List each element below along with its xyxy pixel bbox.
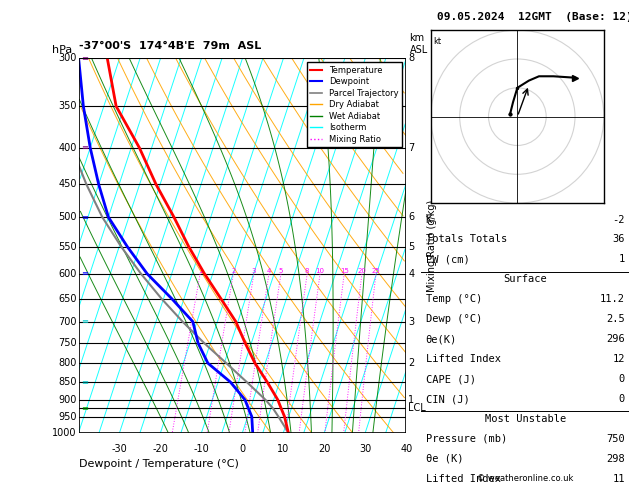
Text: Dewpoint / Temperature (°C): Dewpoint / Temperature (°C): [79, 459, 238, 469]
Text: 296: 296: [606, 334, 625, 344]
Text: 1: 1: [618, 254, 625, 264]
Text: © weatheronline.co.uk: © weatheronline.co.uk: [477, 474, 574, 483]
Text: 650: 650: [58, 294, 77, 304]
Text: 3: 3: [252, 268, 256, 274]
Text: 5: 5: [408, 242, 415, 252]
Text: km
ASL: km ASL: [409, 33, 428, 54]
Text: 550: 550: [58, 242, 77, 252]
Text: 400: 400: [58, 143, 77, 153]
Text: 4: 4: [408, 269, 415, 279]
Text: ≡: ≡: [81, 317, 87, 326]
Text: 10: 10: [316, 268, 325, 274]
Text: 300: 300: [58, 53, 77, 63]
Text: 36: 36: [613, 234, 625, 244]
Text: 4: 4: [267, 268, 271, 274]
Text: 2: 2: [231, 268, 235, 274]
Text: 10: 10: [277, 444, 289, 454]
Text: -20: -20: [153, 444, 169, 454]
Text: 09.05.2024  12GMT  (Base: 12): 09.05.2024 12GMT (Base: 12): [437, 12, 629, 22]
Text: kt: kt: [434, 37, 442, 46]
Text: 12: 12: [613, 354, 625, 364]
Text: 350: 350: [58, 101, 77, 111]
Text: 25: 25: [372, 268, 381, 274]
Text: 1: 1: [198, 268, 203, 274]
Text: 30: 30: [359, 444, 372, 454]
Text: 11: 11: [613, 474, 625, 484]
Text: 2.5: 2.5: [606, 314, 625, 324]
Text: -37°00'S  174°4B'E  79m  ASL: -37°00'S 174°4B'E 79m ASL: [79, 41, 261, 51]
Text: 7: 7: [408, 143, 415, 153]
Text: 20: 20: [357, 268, 366, 274]
Text: 8: 8: [408, 53, 415, 63]
Text: Pressure (mb): Pressure (mb): [426, 434, 507, 444]
Text: -30: -30: [112, 444, 128, 454]
Text: ≡: ≡: [81, 212, 87, 222]
Text: 1000: 1000: [52, 428, 77, 437]
Legend: Temperature, Dewpoint, Parcel Trajectory, Dry Adiabat, Wet Adiabat, Isotherm, Mi: Temperature, Dewpoint, Parcel Trajectory…: [307, 63, 402, 147]
Text: 700: 700: [58, 317, 77, 327]
Text: ≡: ≡: [81, 378, 87, 386]
Text: Temp (°C): Temp (°C): [426, 295, 482, 304]
Text: ≡: ≡: [81, 269, 87, 278]
Text: 0: 0: [618, 374, 625, 384]
Text: LCL: LCL: [408, 403, 426, 413]
Text: 11.2: 11.2: [600, 295, 625, 304]
Text: θe(K): θe(K): [426, 334, 457, 344]
Text: K: K: [426, 214, 432, 225]
Text: 800: 800: [58, 358, 77, 368]
Text: 6: 6: [408, 212, 415, 222]
Text: 40: 40: [400, 444, 413, 454]
Text: 3: 3: [408, 317, 415, 327]
Text: CIN (J): CIN (J): [426, 394, 469, 404]
Text: ≡: ≡: [81, 404, 87, 413]
Text: hPa: hPa: [52, 45, 73, 54]
Text: Surface: Surface: [503, 275, 547, 284]
Text: Lifted Index: Lifted Index: [426, 354, 501, 364]
Text: Dewp (°C): Dewp (°C): [426, 314, 482, 324]
Text: 0: 0: [240, 444, 245, 454]
Text: 0: 0: [618, 394, 625, 404]
Text: 1: 1: [408, 395, 415, 405]
Text: 2: 2: [408, 358, 415, 368]
Text: 20: 20: [318, 444, 331, 454]
Text: θe (K): θe (K): [426, 454, 463, 464]
Text: Mixing Ratio (g/kg): Mixing Ratio (g/kg): [428, 199, 438, 292]
Text: -2: -2: [613, 214, 625, 225]
Text: 750: 750: [58, 338, 77, 348]
Text: 5: 5: [279, 268, 283, 274]
Text: -10: -10: [194, 444, 209, 454]
Text: Lifted Index: Lifted Index: [426, 474, 501, 484]
Text: 450: 450: [58, 179, 77, 190]
Text: 15: 15: [340, 268, 348, 274]
Text: 298: 298: [606, 454, 625, 464]
Text: 950: 950: [58, 412, 77, 421]
Text: 850: 850: [58, 377, 77, 387]
Text: 500: 500: [58, 212, 77, 222]
Text: CAPE (J): CAPE (J): [426, 374, 476, 384]
Text: ≡: ≡: [81, 143, 87, 152]
Text: 750: 750: [606, 434, 625, 444]
Text: 900: 900: [58, 395, 77, 405]
Text: Most Unstable: Most Unstable: [484, 414, 566, 424]
Text: Totals Totals: Totals Totals: [426, 234, 507, 244]
Bar: [79, 58, 406, 433]
Text: 600: 600: [58, 269, 77, 279]
Text: ≡: ≡: [81, 54, 87, 63]
Text: PW (cm): PW (cm): [426, 254, 469, 264]
Text: 8: 8: [305, 268, 309, 274]
